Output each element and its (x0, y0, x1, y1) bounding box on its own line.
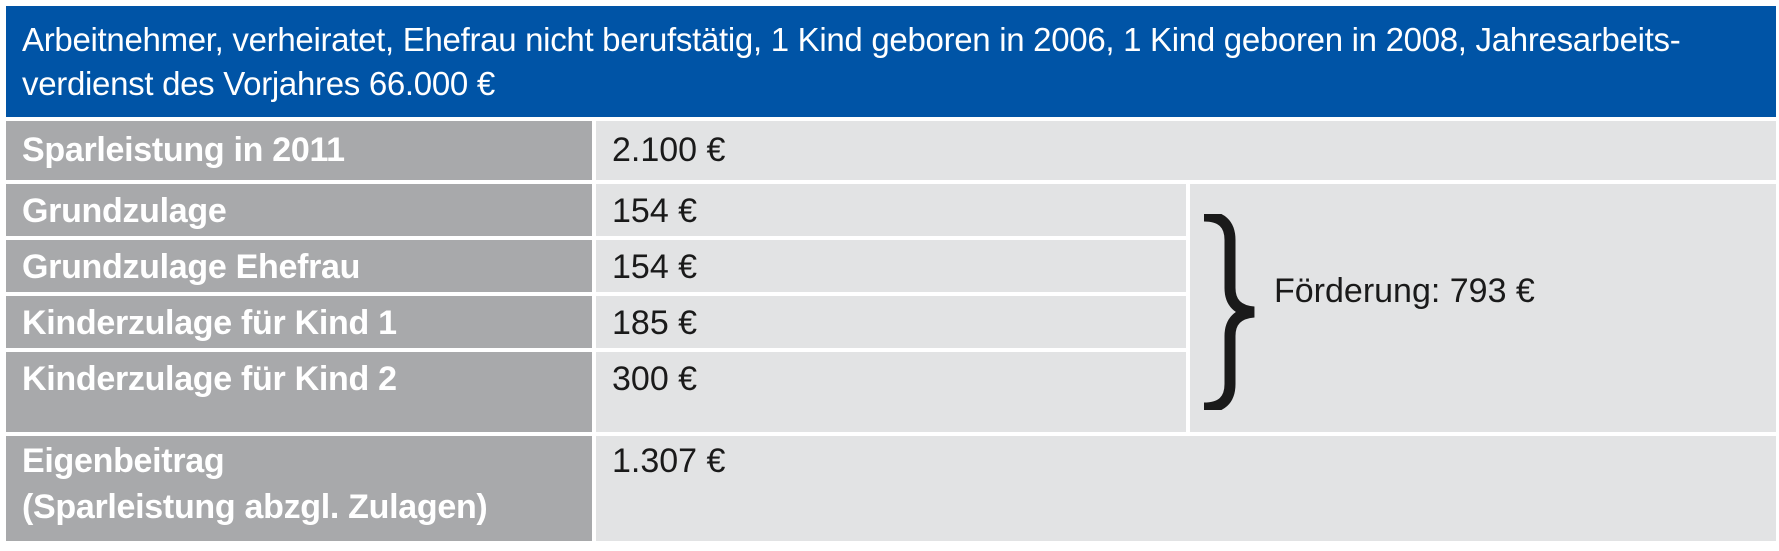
eigenbeitrag-line-1: Eigenbeitrag (22, 442, 225, 480)
subsidy-table: Arbeitnehmer, verheiratet, Ehefrau nicht… (6, 6, 1776, 545)
row-label-kinderzulage-1: Kinderzulage für Kind 1 (6, 296, 592, 348)
foerderung-total: Förderung: 793 € (1274, 272, 1535, 310)
row-value-grundzulage: 154 € (596, 184, 1186, 236)
eigenbeitrag-line-2: (Sparleistung abzgl. Zulagen) (22, 488, 488, 526)
header-line-1: Arbeitnehmer, verheiratet, Ehefrau nicht… (22, 21, 1681, 58)
curly-brace-icon (1203, 214, 1255, 410)
table-header: Arbeitnehmer, verheiratet, Ehefrau nicht… (6, 6, 1776, 117)
row-value-kinderzulage-2: 300 € (596, 352, 1186, 432)
row-label-eigenbeitrag: Eigenbeitrag (Sparleistung abzgl. Zulage… (6, 436, 592, 541)
row-value-eigenbeitrag: 1.307 € (596, 436, 1776, 541)
row-label-kinderzulage-2: Kinderzulage für Kind 2 (6, 352, 592, 432)
row-label-grundzulage-ehefrau: Grundzulage Ehefrau (6, 240, 592, 292)
foerderung-cell: Förderung: 793 € (1190, 184, 1776, 432)
header-line-2: verdienst des Vorjahres 66.000 € (22, 65, 495, 102)
row-value-kinderzulage-1: 185 € (596, 296, 1186, 348)
row-label-grundzulage: Grundzulage (6, 184, 592, 236)
row-value-grundzulage-ehefrau: 154 € (596, 240, 1186, 292)
row-value-sparleistung: 2.100 € (596, 121, 1776, 180)
row-label-sparleistung: Sparleistung in 2011 (6, 121, 592, 180)
